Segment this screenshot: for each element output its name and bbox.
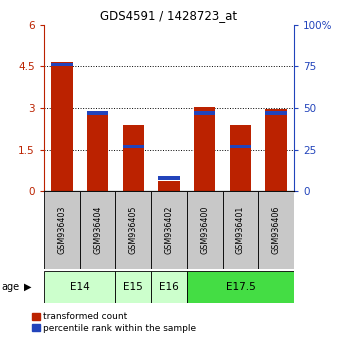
Bar xyxy=(230,125,251,191)
Bar xyxy=(194,107,215,191)
Text: GSM936406: GSM936406 xyxy=(272,206,281,254)
Bar xyxy=(44,271,115,303)
Bar xyxy=(158,182,180,191)
Legend: transformed count, percentile rank within the sample: transformed count, percentile rank withi… xyxy=(31,313,196,333)
Bar xyxy=(87,112,108,191)
Bar xyxy=(51,62,73,191)
Bar xyxy=(158,176,180,179)
Text: GSM936404: GSM936404 xyxy=(93,206,102,254)
Text: E16: E16 xyxy=(159,282,179,292)
Bar xyxy=(123,125,144,191)
Text: age: age xyxy=(2,282,20,292)
Bar xyxy=(115,271,151,303)
Text: ▶: ▶ xyxy=(24,282,32,292)
Bar xyxy=(151,191,187,269)
Text: GDS4591 / 1428723_at: GDS4591 / 1428723_at xyxy=(100,9,238,22)
Bar xyxy=(265,111,287,115)
Text: GSM936403: GSM936403 xyxy=(57,206,66,254)
Text: E14: E14 xyxy=(70,282,90,292)
Bar xyxy=(115,191,151,269)
Text: GSM936405: GSM936405 xyxy=(129,206,138,255)
Text: GSM936400: GSM936400 xyxy=(200,206,209,254)
Text: GSM936401: GSM936401 xyxy=(236,206,245,254)
Text: E17.5: E17.5 xyxy=(225,282,255,292)
Bar xyxy=(151,271,187,303)
Bar xyxy=(223,191,258,269)
Bar xyxy=(258,191,294,269)
Bar xyxy=(187,271,294,303)
Bar xyxy=(80,191,115,269)
Bar xyxy=(194,111,215,115)
Bar xyxy=(87,111,108,115)
Bar xyxy=(44,191,80,269)
Text: E15: E15 xyxy=(123,282,143,292)
Text: GSM936402: GSM936402 xyxy=(165,206,173,255)
Bar xyxy=(123,144,144,148)
Bar xyxy=(230,144,251,148)
Bar xyxy=(265,109,287,191)
Bar xyxy=(187,191,223,269)
Bar xyxy=(51,63,73,67)
